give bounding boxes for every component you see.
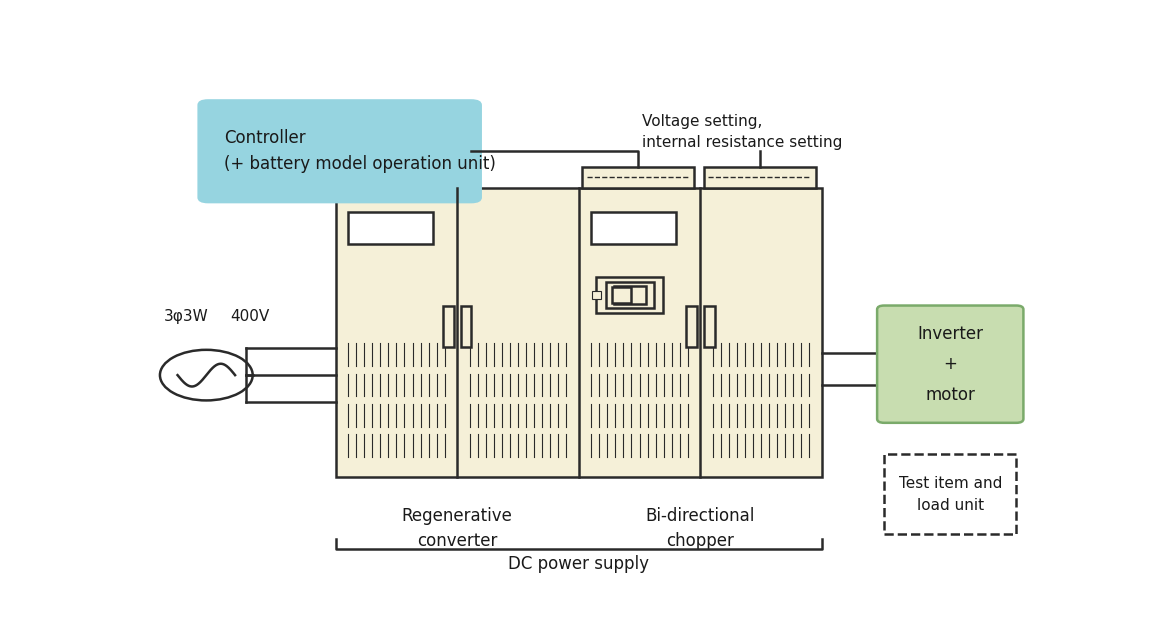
Bar <box>884 454 1016 534</box>
Bar <box>686 306 696 348</box>
Text: Inverter
+
motor: Inverter + motor <box>917 325 983 404</box>
Bar <box>590 212 676 244</box>
Bar <box>704 306 715 348</box>
Bar <box>612 287 631 303</box>
Bar <box>582 167 694 188</box>
Bar <box>596 277 663 313</box>
Bar <box>592 291 601 299</box>
Text: Bi-directional
chopper: Bi-directional chopper <box>646 506 755 549</box>
FancyBboxPatch shape <box>877 305 1023 423</box>
Bar <box>443 306 453 348</box>
Text: Controller
(+ battery model operation unit): Controller (+ battery model operation un… <box>224 130 496 173</box>
Bar <box>704 167 816 188</box>
Text: Voltage setting,
internal resistance setting: Voltage setting, internal resistance set… <box>641 114 843 150</box>
Text: Test item and
load unit: Test item and load unit <box>899 475 1003 513</box>
Text: DC power supply: DC power supply <box>509 555 649 573</box>
Bar <box>613 286 646 303</box>
Text: 3φ3W: 3φ3W <box>163 309 208 324</box>
Bar <box>336 188 822 477</box>
Bar <box>605 282 654 308</box>
Text: Regenerative
converter: Regenerative converter <box>402 506 512 549</box>
Bar <box>348 212 433 244</box>
FancyBboxPatch shape <box>198 99 482 204</box>
Text: 400V: 400V <box>230 309 269 324</box>
Bar <box>460 306 472 348</box>
